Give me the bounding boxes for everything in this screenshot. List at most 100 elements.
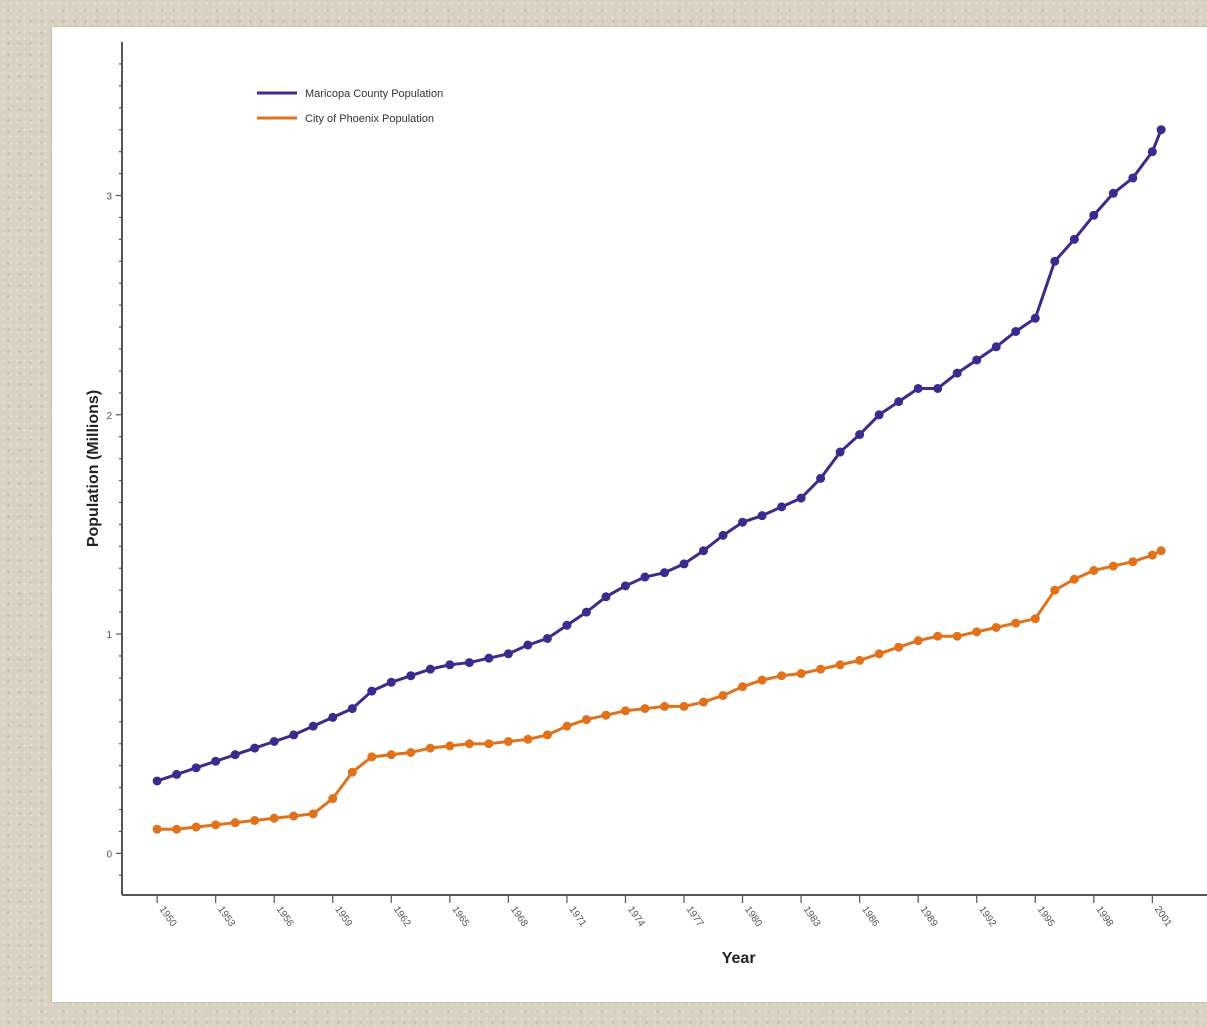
x-tick-label: 1995 <box>1035 904 1057 929</box>
x-axis-title: Year <box>722 950 756 967</box>
series-1-point <box>425 743 435 753</box>
y-tick-label: 0 <box>106 849 112 860</box>
x-tick-label: 2001 <box>1152 904 1174 929</box>
series-1-point <box>894 642 904 652</box>
series-0-point <box>1050 256 1060 266</box>
series-0-point <box>347 704 357 714</box>
series-0-point <box>1108 188 1118 198</box>
series-0-point <box>445 660 455 670</box>
series-1-point <box>1011 618 1021 628</box>
x-tick-label: 1977 <box>684 904 706 929</box>
x-tick-label: 1974 <box>625 904 647 929</box>
series-0-point <box>601 592 611 602</box>
series-1-point <box>523 734 533 744</box>
x-tick-label: 1950 <box>157 904 179 929</box>
legend-label: Maricopa County Population <box>305 88 443 100</box>
series-0-point <box>367 686 377 696</box>
series-1-point <box>328 794 338 804</box>
series-1-point <box>835 660 845 670</box>
series-1-point <box>601 710 611 720</box>
x-tick-label: 1998 <box>1093 904 1115 929</box>
series-1-point <box>406 747 416 757</box>
series-1-point <box>757 675 767 685</box>
series-1-point <box>386 750 396 760</box>
series-0-point <box>1147 147 1157 157</box>
series-0-point <box>835 447 845 457</box>
series-line-1 <box>157 549 1162 831</box>
series-0-point <box>894 397 904 407</box>
series-1-point <box>933 631 943 641</box>
series-1-point <box>542 730 552 740</box>
series-0-point <box>562 620 572 630</box>
series-0-point <box>796 493 806 503</box>
series-1-point <box>679 701 689 711</box>
series-0-point <box>952 368 962 378</box>
series-1-point <box>1030 614 1040 624</box>
x-tick-label: 1965 <box>449 904 471 929</box>
x-tick-label: 1968 <box>508 904 530 929</box>
series-0-point <box>308 721 318 731</box>
series-0-point <box>250 743 260 753</box>
series-0-point <box>1156 125 1166 135</box>
series-1-point <box>191 822 201 832</box>
series-0-point <box>464 658 474 668</box>
series-1-point <box>660 701 669 711</box>
series-0-point <box>1089 210 1099 220</box>
x-tick-label: 1992 <box>976 904 998 929</box>
series-0-point <box>328 712 338 722</box>
series-1-point <box>347 767 357 777</box>
series-0-point <box>640 572 650 582</box>
y-tick-label: 2 <box>106 411 112 422</box>
series-line-0 <box>156 129 1163 783</box>
series-0-point <box>269 737 279 747</box>
legend: Maricopa County Population City of Phoeni… <box>257 88 443 125</box>
series-0-point <box>289 730 299 740</box>
series-0-point <box>406 671 416 681</box>
series-0-point <box>211 756 221 766</box>
series-0-point <box>1069 234 1079 244</box>
series-1-point <box>289 811 299 821</box>
series-1-point <box>562 721 572 731</box>
series-1-point <box>230 818 240 828</box>
series-1-point <box>991 622 1001 632</box>
series-0-point <box>738 517 748 527</box>
series-0-point <box>991 342 1001 352</box>
series-0-point <box>230 750 240 760</box>
x-tick-label: 1983 <box>801 904 823 929</box>
series-1-point <box>269 813 279 823</box>
series-1-point <box>620 706 630 716</box>
series-1-point <box>972 627 982 637</box>
axes <box>121 42 1207 896</box>
series-1-point <box>738 682 748 692</box>
series-0-point <box>581 607 591 617</box>
x-tick-label: 1959 <box>332 904 354 929</box>
series-1-point <box>1128 557 1138 567</box>
series-1-point <box>367 752 377 762</box>
series-1-point <box>308 809 318 819</box>
series-1-point <box>718 690 728 700</box>
chart-panel: 0 1 2 3 1950 1953 1956 1959 1962 1965 1968 1971 197… <box>52 27 1207 1002</box>
series-1-point <box>1147 550 1157 560</box>
series-0-point <box>1128 173 1138 183</box>
series-1-point <box>816 664 826 674</box>
series-0-point <box>503 649 513 659</box>
series-1-point <box>777 671 787 681</box>
series-0-point <box>523 640 533 650</box>
series-0-point <box>874 410 884 420</box>
series-0-point <box>679 559 689 569</box>
x-tick-label: 1986 <box>859 904 881 929</box>
legend-label: City of Phoenix Population <box>305 113 434 125</box>
series-1-point <box>211 820 221 830</box>
x-tick-label: 1962 <box>391 904 413 929</box>
x-ticks: 1950 1953 1956 1959 1962 1965 1968 1971 1974 1977… <box>156 895 1174 929</box>
series-0-point <box>816 473 826 483</box>
series-1-point <box>503 737 513 747</box>
series-1-point <box>796 669 806 679</box>
series-0-point <box>191 763 201 773</box>
series-1-point <box>640 704 650 714</box>
series-1-point <box>1050 585 1060 595</box>
series-group <box>152 125 1166 834</box>
series-0-point <box>542 633 552 643</box>
series-0-point <box>913 383 923 393</box>
series-1-point <box>874 649 884 659</box>
